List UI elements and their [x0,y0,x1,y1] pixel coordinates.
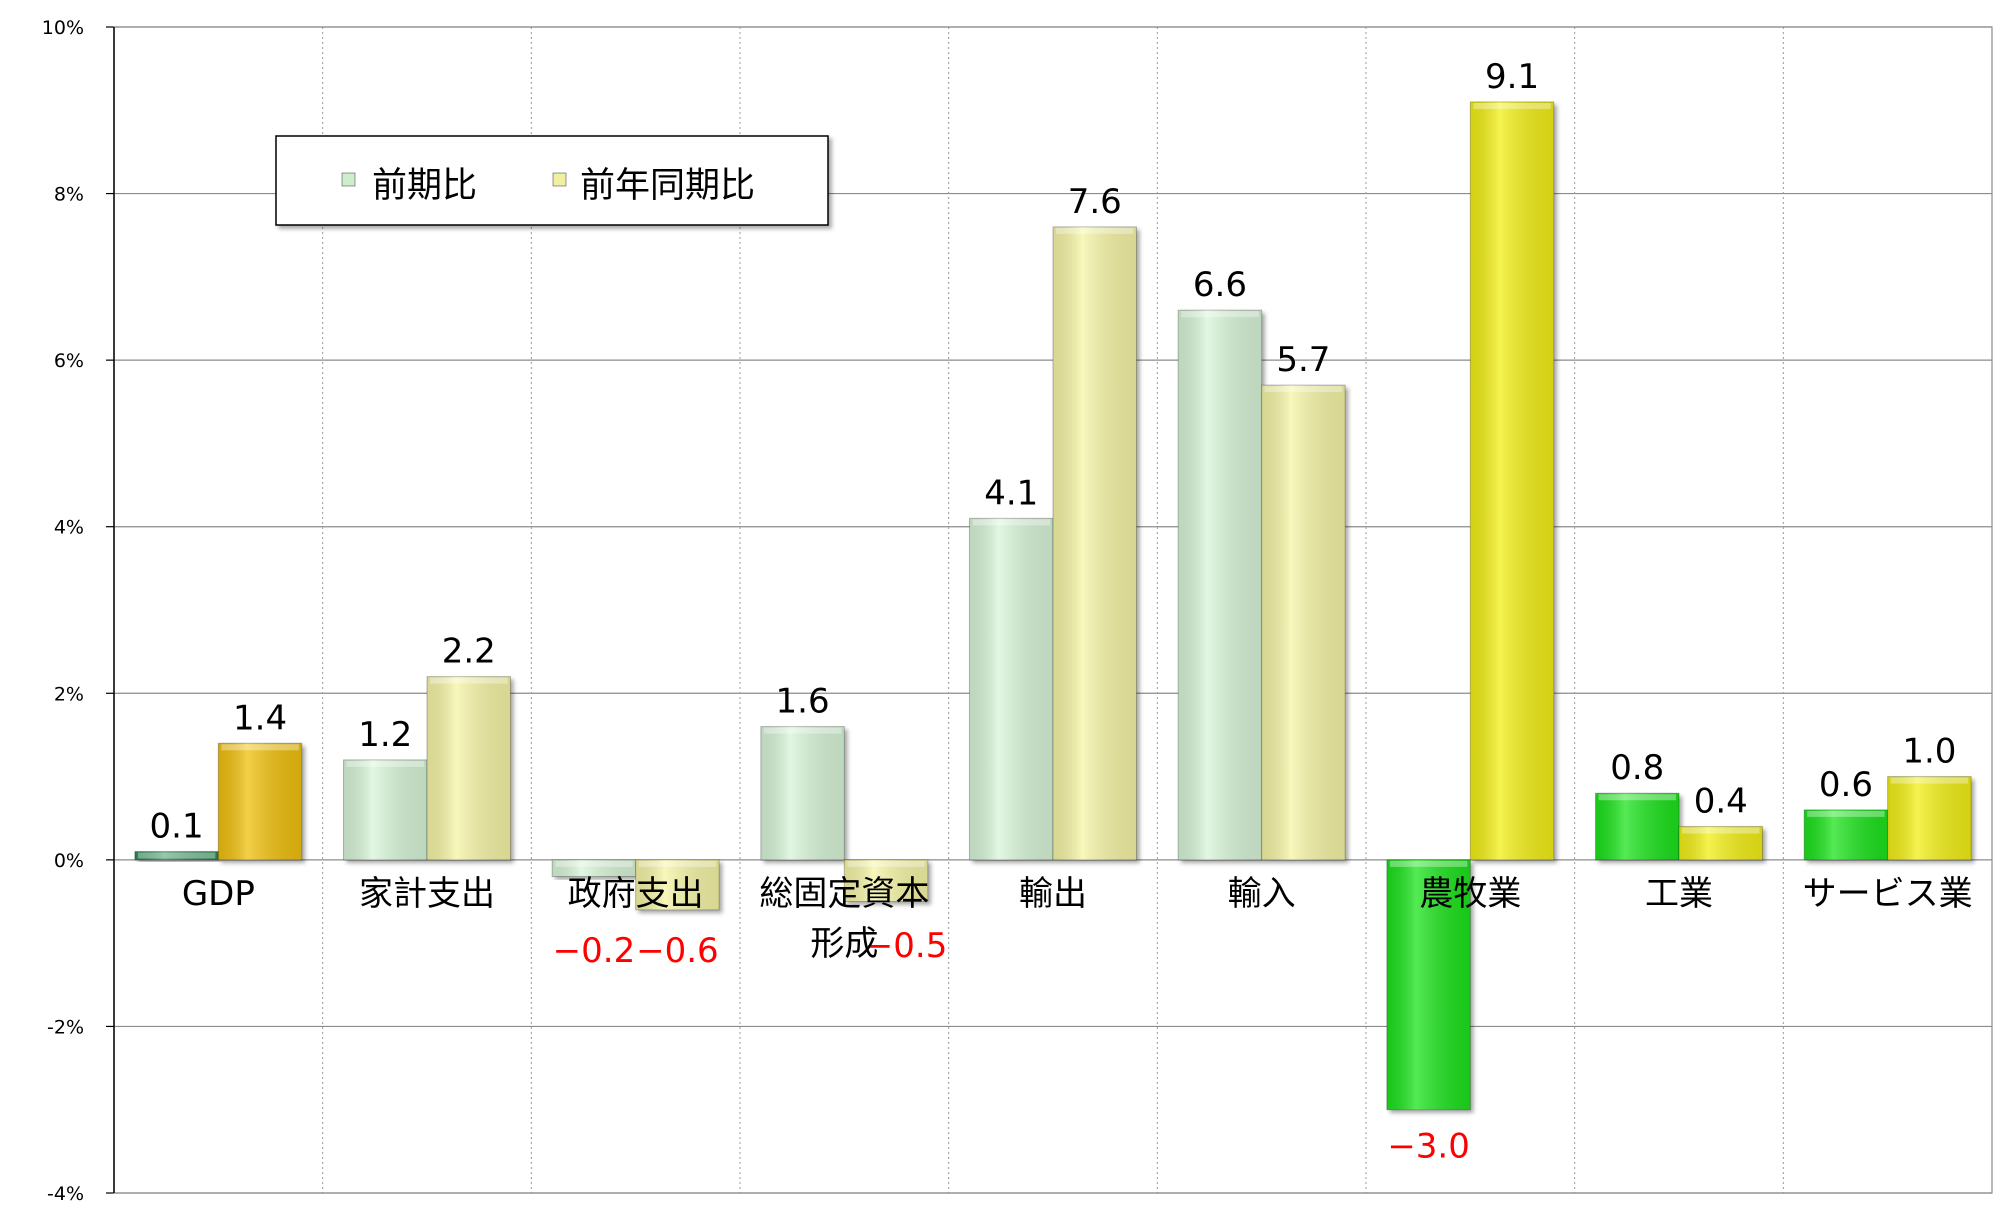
bar-shine [969,518,1053,860]
data-label: 1.2 [358,715,412,755]
bar-shine [635,859,720,910]
x-tick-label: 農牧業 [1419,874,1521,914]
y-tick-label: 10% [42,17,84,39]
bar-bevel [346,760,424,767]
data-label: −0.5 [865,926,948,966]
x-tick-label: 形成 [810,924,878,964]
bar-bevel [763,727,842,734]
data-label: 9.1 [1485,57,1539,97]
bar-shine [1386,859,1471,1110]
bar-bevel [1264,386,1343,393]
x-tick-label: 工業 [1645,874,1713,914]
data-label: −0.6 [636,931,719,971]
legend-label-series-2: 前年同期比 [580,166,755,206]
x-tick-label: 政府支出 [568,874,704,914]
y-tick-label: 4% [54,517,84,539]
data-label: 4.1 [984,473,1038,513]
bar-bevel [1890,777,1969,784]
bars [134,101,1972,1111]
bar-shine [552,859,636,877]
y-tick-label: -2% [47,1016,84,1038]
x-tick-label: GDP [182,874,255,914]
data-label: 6.6 [1193,265,1247,305]
bar-shine [1261,385,1346,860]
bar-shine [427,676,511,860]
data-label: 0.6 [1819,765,1873,805]
y-tick-label: -4% [47,1183,84,1205]
bar-bevel [1807,810,1885,817]
bar-bevel [221,744,299,751]
data-label: 5.7 [1276,340,1330,380]
x-tick-label: サービス業 [1803,874,1973,914]
data-label: 1.0 [1902,732,1956,772]
bar-shine [1178,310,1262,860]
y-tick-label: 6% [54,350,84,372]
bar-shine [1470,101,1554,860]
data-label: 0.8 [1610,748,1664,788]
legend-box [275,135,829,226]
y-tick-label: 8% [54,184,84,206]
y-tick-label: 0% [54,850,84,872]
bar-bevel [1598,794,1676,801]
data-label: 2.2 [442,632,496,672]
legend-swatch-series-1 [341,172,356,187]
x-tick-label: 輸入 [1228,874,1296,914]
bar-bevel [1056,227,1134,234]
y-tick-label: 2% [54,683,84,705]
bar-shine [218,743,302,860]
data-label: 1.6 [776,682,830,722]
x-tick-label: 輸出 [1019,874,1087,914]
bar-bevel [972,519,1050,526]
bar-shine [134,851,219,860]
bar-bevel [1682,827,1760,834]
legend-label-series-1: 前期比 [372,166,477,206]
data-label: 1.4 [233,698,287,738]
x-tick-label: 家計支出 [359,874,495,914]
bar-bevel [555,860,633,867]
bar-shine [1053,226,1137,860]
bar-shine [1804,809,1888,860]
data-label: −0.2 [553,931,636,971]
bar-bevel [638,860,717,867]
x-tick-label: 総固定資本 [759,874,929,914]
bar-bevel [430,677,508,684]
data-label: 0.1 [150,807,204,847]
bar-shine [1595,793,1679,860]
data-label: −3.0 [1387,1127,1470,1167]
bar-bevel [847,860,925,867]
bar-shine [1887,776,1972,860]
bar-shine [760,726,845,860]
bar-shine [844,859,928,902]
axes: -4% -2% 0% 2% 4% 6% 8% 10% [42,17,1993,1205]
legend-swatch-series-2 [552,172,567,187]
bar-bevel [1389,860,1468,867]
bar-bevel [137,852,216,859]
bar-bevel [1181,311,1259,318]
bar-shine [343,759,427,860]
bar-bevel [1473,102,1551,109]
data-label: 0.4 [1694,782,1748,822]
labels: 0.1 1.2 −0.2 1.6 4.1 6.6 −3.0 0.8 0.6 1.4 2.2 −0.6 −… [150,57,1973,1167]
bar-shine [1679,826,1763,860]
data-label: 7.6 [1068,182,1122,222]
legend: 前期比 前年同期比 [275,135,829,226]
